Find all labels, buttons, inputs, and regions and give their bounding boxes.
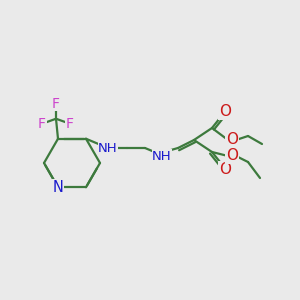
Text: O: O xyxy=(219,104,231,119)
Text: O: O xyxy=(219,161,231,176)
Text: N: N xyxy=(52,180,63,195)
Text: O: O xyxy=(226,133,238,148)
Text: O: O xyxy=(226,148,238,164)
Text: NH: NH xyxy=(152,149,172,163)
Text: F: F xyxy=(52,97,60,111)
Text: NH: NH xyxy=(98,142,118,154)
Text: F: F xyxy=(38,117,46,131)
Text: F: F xyxy=(66,117,74,131)
